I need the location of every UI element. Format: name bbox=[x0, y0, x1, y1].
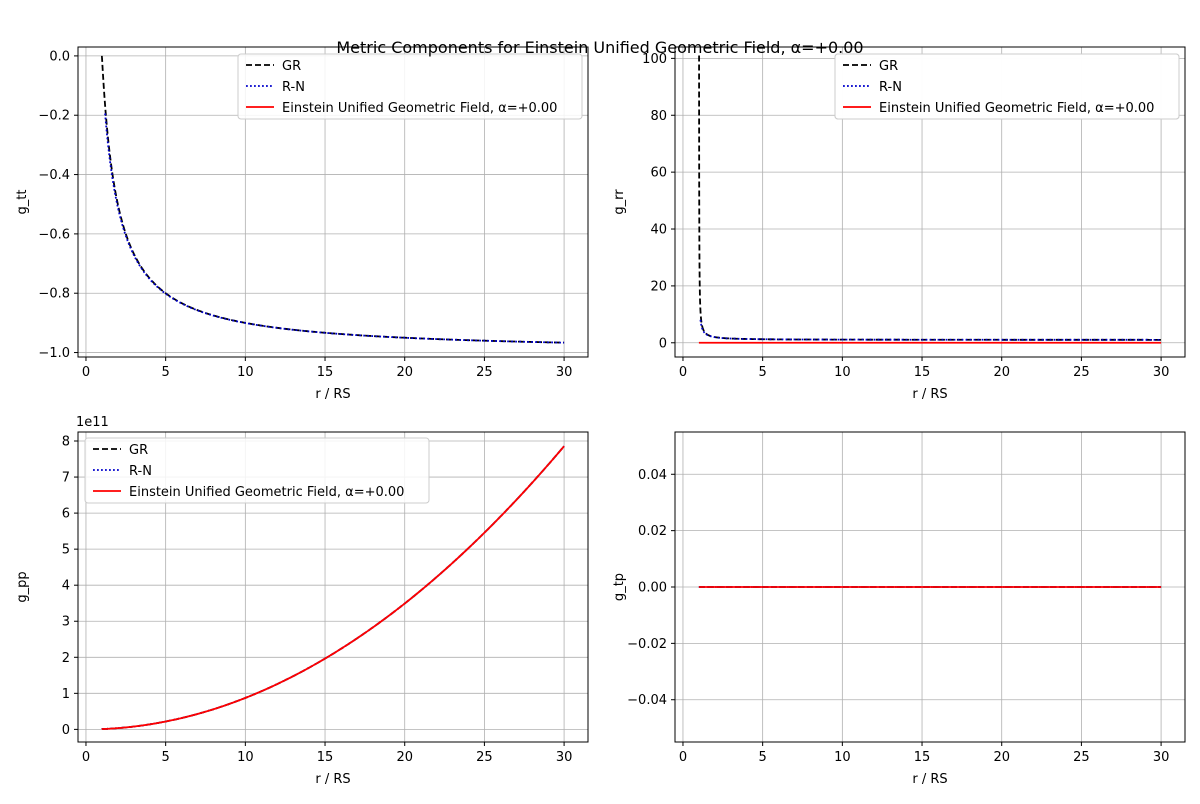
x-tick-label: 20 bbox=[396, 365, 413, 380]
legend-entry-label: Einstein Unified Geometric Field, α=+0.0… bbox=[879, 101, 1154, 116]
figure-title: Metric Components for Einstein Unified G… bbox=[336, 38, 864, 57]
legend: GR R-N Einstein Unified Geometric Field, α… bbox=[237, 53, 583, 120]
y-tick-label: −0.8 bbox=[38, 287, 70, 302]
x-tick-label: 5 bbox=[759, 750, 767, 765]
subplot-g-tp: 0 5 10 15 20 25 30 −0.04 −0.02 0.00 0.02 0.04 r / RS… bbox=[612, 53, 1186, 787]
y-tick-label: 3 bbox=[62, 615, 70, 630]
y-tick-label: 20 bbox=[650, 279, 667, 294]
offset-text: 1e11 bbox=[76, 415, 109, 430]
legend-entry-label: R-N bbox=[282, 80, 305, 95]
x-tick-label: 0 bbox=[82, 750, 90, 765]
axes-frame bbox=[77, 46, 589, 358]
x-tick-label: 5 bbox=[162, 750, 170, 765]
x-tick-label: 15 bbox=[914, 750, 931, 765]
y-tick-label: 0.04 bbox=[638, 468, 667, 483]
y-tick-label: 100 bbox=[642, 52, 667, 67]
legend-entry-label: Einstein Unified Geometric Field, α=+0.0… bbox=[129, 485, 404, 500]
y-tick-label: 7 bbox=[62, 471, 70, 486]
x-tick-label: 0 bbox=[679, 750, 687, 765]
x-axis-label: r / RS bbox=[912, 772, 947, 787]
x-tick-label: 30 bbox=[1153, 750, 1170, 765]
x-tick-label: 30 bbox=[556, 750, 573, 765]
legend-entry-label: GR bbox=[282, 59, 301, 74]
legend-entry-label: GR bbox=[879, 59, 898, 74]
y-tick-label: 2 bbox=[62, 651, 70, 666]
y-tick-label: 40 bbox=[650, 223, 667, 238]
y-tick-label: 0.02 bbox=[638, 524, 667, 539]
series-line-1 bbox=[699, 319, 1162, 341]
x-tick-label: 25 bbox=[1073, 365, 1090, 380]
axes-frame bbox=[674, 46, 1186, 358]
x-axis-label: r / RS bbox=[315, 772, 350, 787]
y-tick-label: −0.02 bbox=[627, 637, 667, 652]
x-axis-label: r / RS bbox=[912, 387, 947, 402]
y-tick-label: −0.2 bbox=[38, 109, 70, 124]
y-tick-label: 8 bbox=[62, 435, 70, 450]
series-line-1 bbox=[104, 112, 565, 344]
y-axis-label: g_tp bbox=[612, 573, 627, 601]
x-tick-label: 20 bbox=[993, 750, 1010, 765]
series-line-0 bbox=[698, 55, 1162, 341]
y-tick-label: −1.0 bbox=[38, 346, 70, 361]
legend-entry-label: R-N bbox=[879, 80, 902, 95]
x-tick-label: 0 bbox=[679, 365, 687, 380]
x-tick-label: 0 bbox=[82, 365, 90, 380]
x-tick-label: 10 bbox=[237, 365, 254, 380]
y-tick-label: 80 bbox=[650, 109, 667, 124]
legend-entry-label: R-N bbox=[129, 464, 152, 479]
x-tick-label: 15 bbox=[317, 750, 334, 765]
legend: GR R-N Einstein Unified Geometric Field, α… bbox=[84, 437, 430, 504]
x-tick-label: 5 bbox=[759, 365, 767, 380]
y-tick-label: 1 bbox=[62, 687, 70, 702]
y-tick-label: −0.4 bbox=[38, 168, 70, 183]
legend: GR R-N Einstein Unified Geometric Field, α… bbox=[834, 53, 1180, 120]
legend-entry-label: GR bbox=[129, 443, 148, 458]
y-tick-label: 0 bbox=[62, 723, 70, 738]
y-tick-label: 0 bbox=[659, 336, 667, 351]
subplot-g-tt: 0 5 10 15 20 25 30 −1.0 −0.8 −0.6 −0.4 −0.2 0.0 r / R… bbox=[15, 46, 589, 402]
series-line-2 bbox=[101, 445, 565, 730]
y-axis-label: g_pp bbox=[15, 571, 30, 602]
y-tick-label: 0.00 bbox=[638, 581, 667, 596]
x-tick-label: 30 bbox=[556, 365, 573, 380]
x-tick-label: 10 bbox=[237, 750, 254, 765]
x-tick-label: 30 bbox=[1153, 365, 1170, 380]
x-tick-label: 20 bbox=[993, 365, 1010, 380]
y-tick-label: 60 bbox=[650, 166, 667, 181]
y-tick-label: −0.6 bbox=[38, 227, 70, 242]
legend-box bbox=[237, 53, 583, 120]
x-tick-label: 25 bbox=[476, 365, 493, 380]
x-tick-label: 5 bbox=[162, 365, 170, 380]
x-tick-label: 25 bbox=[1073, 750, 1090, 765]
y-axis-label: g_tt bbox=[15, 190, 30, 215]
x-tick-label: 10 bbox=[834, 750, 851, 765]
y-axis-label: g_rr bbox=[612, 189, 627, 215]
x-axis-label: r / RS bbox=[315, 387, 350, 402]
y-tick-label: 6 bbox=[62, 507, 70, 522]
legend-box bbox=[834, 53, 1180, 120]
x-tick-label: 10 bbox=[834, 365, 851, 380]
legend-entry-label: Einstein Unified Geometric Field, α=+0.0… bbox=[282, 101, 557, 116]
x-tick-label: 20 bbox=[396, 750, 413, 765]
subplot-g-pp: 0 5 10 15 20 25 30 0 1 2 3 4 5 6 7 8 1e11 r / RS g_pp GR R-N… bbox=[15, 415, 589, 787]
y-tick-label: 4 bbox=[62, 579, 70, 594]
axes-frame bbox=[77, 431, 589, 743]
y-tick-label: −0.04 bbox=[627, 693, 667, 708]
x-tick-label: 25 bbox=[476, 750, 493, 765]
x-tick-label: 15 bbox=[317, 365, 334, 380]
x-tick-label: 15 bbox=[914, 365, 931, 380]
legend-box bbox=[84, 437, 430, 504]
y-tick-label: 0.0 bbox=[49, 49, 70, 64]
y-tick-label: 5 bbox=[62, 543, 70, 558]
